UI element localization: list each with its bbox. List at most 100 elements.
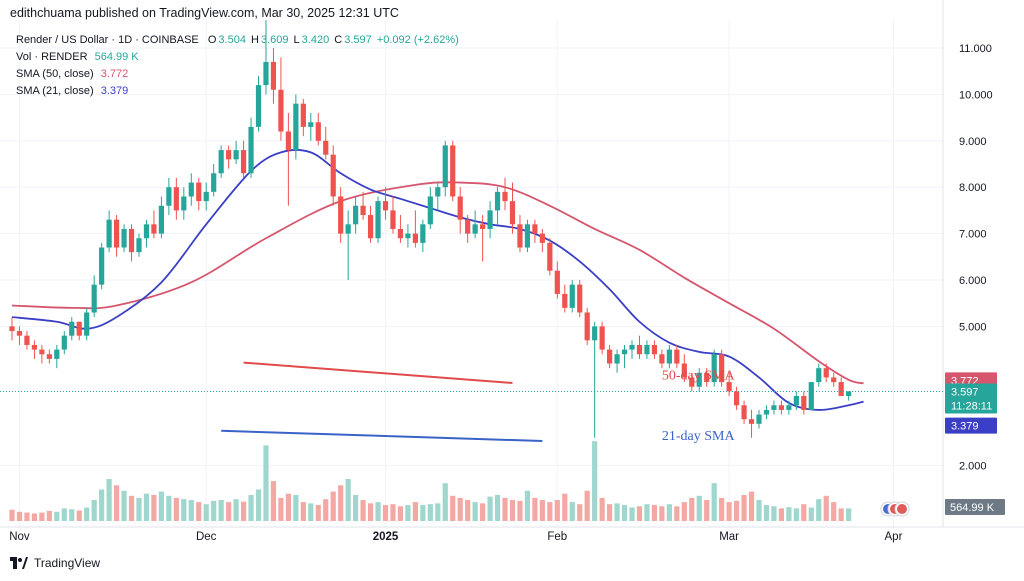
volume-value: 564.99 K: [94, 51, 139, 63]
volume-bar: [831, 502, 837, 521]
candle-body: [315, 122, 321, 141]
candle: [748, 409, 755, 438]
candle: [816, 363, 822, 387]
candle-body: [360, 205, 366, 216]
candle: [442, 140, 448, 197]
volume-bar: [240, 501, 247, 521]
candle-body: [397, 228, 404, 239]
volume-bar: [24, 512, 30, 521]
volume-bar: [636, 506, 643, 521]
volume-bar: [689, 497, 695, 521]
candle: [166, 177, 172, 216]
candle-body: [121, 228, 127, 248]
candle: [248, 117, 254, 178]
event-flags[interactable]: [880, 501, 910, 517]
candle: [539, 228, 545, 253]
candle: [143, 219, 150, 248]
candle-body: [338, 196, 344, 234]
candle-body: [248, 126, 254, 174]
volume-bar: [778, 508, 785, 521]
time-axis[interactable]: Nov Dec 2025 Feb Mar Apr: [9, 531, 902, 543]
legend-sma50-row[interactable]: SMA (50, close) 3.772: [16, 66, 461, 83]
candle-body: [353, 205, 359, 225]
candle-body: [547, 242, 553, 271]
candle-body: [621, 349, 628, 355]
candle: [188, 173, 194, 206]
candle-body: [763, 409, 770, 415]
sma21-price-tag-text: 3.379: [951, 421, 979, 433]
candle: [226, 145, 232, 169]
candle: [420, 219, 426, 253]
volume-bar: [367, 503, 374, 521]
price-tick-label: 11.000: [959, 43, 992, 55]
legend-symbol-row[interactable]: Render / US Dollar · 1D · COINBASE O 3.50…: [16, 32, 461, 49]
candle: [24, 331, 30, 350]
publisher-line: edithchuama published on TradingView.com…: [10, 6, 399, 20]
tradingview-footer[interactable]: TradingView: [10, 556, 100, 570]
volume-bar: [196, 502, 202, 521]
price-tick-label: 8.000: [959, 182, 987, 194]
volume-bar: [659, 506, 665, 521]
legend-sma21-row[interactable]: SMA (21, close) 3.379: [16, 83, 461, 100]
candle: [838, 377, 844, 396]
volume-bar: [338, 485, 344, 521]
price-tick-label: 9.000: [959, 136, 987, 148]
candle: [450, 140, 456, 202]
volume-bar: [465, 500, 471, 521]
price-tick-label: 7.000: [959, 229, 987, 241]
volume-bar: [494, 494, 501, 521]
volume-bar: [293, 494, 299, 521]
candle: [263, 20, 269, 95]
candle: [255, 75, 262, 132]
time-tick-label: 2025: [373, 531, 399, 543]
candle-body: [689, 377, 695, 387]
volume-bar: [31, 513, 38, 521]
candles: [9, 20, 852, 438]
candle: [502, 177, 508, 211]
volume-bar: [9, 509, 15, 521]
candle-body: [793, 396, 799, 406]
volume-bar: [375, 502, 381, 521]
candle: [793, 391, 799, 410]
volume-bar: [16, 511, 23, 521]
candle: [9, 317, 15, 341]
volume-bar: [91, 500, 97, 521]
candle: [831, 372, 837, 387]
volume-bar: [592, 441, 598, 521]
ohlc-change: +0.092 (+2.62%): [376, 34, 459, 46]
volume-bar: [726, 502, 732, 521]
candle-body: [494, 191, 501, 211]
volume-bar: [524, 490, 531, 521]
volume-bar: [218, 500, 224, 521]
volume-bar: [704, 500, 710, 521]
candle-body: [270, 61, 277, 90]
price-axis[interactable]: 11.000 10.000 9.000 8.000 7.000 6.000 5.000 2.0…: [959, 43, 993, 473]
sma50-path: [11, 181, 864, 385]
legend-volume-row[interactable]: Vol · RENDER 564.99 K: [16, 49, 461, 66]
candle: [173, 177, 179, 220]
candle: [158, 196, 164, 239]
candle: [330, 145, 336, 206]
sma21-path: [11, 149, 864, 411]
candle-body: [166, 187, 172, 206]
candle-body: [128, 228, 135, 253]
candle: [487, 201, 493, 239]
volume-bar: [793, 508, 799, 521]
candle: [674, 344, 680, 369]
volume-bar: [577, 504, 583, 521]
ohlc-close: 3.597: [344, 34, 372, 46]
volume-bar: [607, 504, 613, 521]
volume-bar: [509, 500, 516, 521]
candle-body: [696, 372, 702, 387]
candle-body: [457, 196, 463, 220]
candle: [584, 307, 590, 345]
candle: [397, 215, 404, 243]
volume-bar: [554, 500, 560, 521]
ohlc-high-label: H: [251, 34, 259, 46]
candle-body: [91, 284, 97, 313]
volume-bar: [442, 483, 448, 521]
candle-body: [502, 191, 508, 202]
candle: [607, 344, 613, 369]
candle: [666, 344, 672, 369]
